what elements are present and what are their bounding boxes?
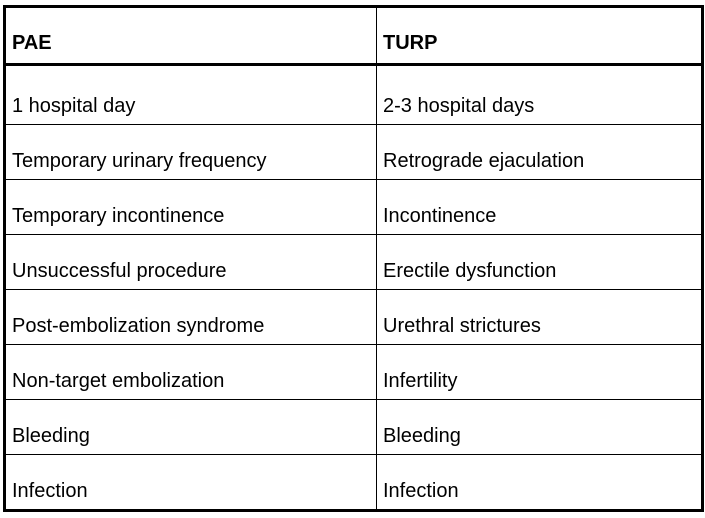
- table-cell: 1 hospital day: [4, 64, 377, 125]
- table-cell: Infection: [4, 454, 377, 511]
- table-cell: Temporary urinary frequency: [4, 124, 377, 180]
- table-cell: Temporary incontinence: [4, 179, 377, 235]
- table-row: Infection Infection: [4, 454, 703, 511]
- comparison-table: PAE TURP 1 hospital day 2-3 hospital days T…: [3, 5, 704, 512]
- table-cell: 2-3 hospital days: [376, 64, 703, 125]
- table-row: Unsuccessful procedure Erectile dysfuncti…: [4, 234, 703, 290]
- table-cell: Retrograde ejaculation: [376, 124, 703, 180]
- table-row: Temporary incontinence Incontinence: [4, 179, 703, 235]
- table-cell: Infection: [376, 454, 703, 511]
- table-row: Non-target embolization Infertility: [4, 344, 703, 400]
- table-row: Bleeding Bleeding: [4, 399, 703, 455]
- table-cell: Infertility: [376, 344, 703, 400]
- table-row: Post-embolization syndrome Urethral stric…: [4, 289, 703, 345]
- column-header: PAE: [4, 6, 377, 66]
- table-cell: Unsuccessful procedure: [4, 234, 377, 290]
- table-cell: Urethral strictures: [376, 289, 703, 345]
- table-cell: Bleeding: [4, 399, 377, 455]
- column-header: TURP: [376, 6, 703, 66]
- table-cell: Bleeding: [376, 399, 703, 455]
- table-cell: Erectile dysfunction: [376, 234, 703, 290]
- table-row: 1 hospital day 2-3 hospital days: [4, 64, 703, 125]
- table-header: PAE TURP: [4, 6, 703, 66]
- table-cell: Non-target embolization: [4, 344, 377, 400]
- table-cell: Post-embolization syndrome: [4, 289, 377, 345]
- table-cell: Incontinence: [376, 179, 703, 235]
- header-row: PAE TURP: [4, 6, 703, 66]
- table-row: Temporary urinary frequency Retrograde ej…: [4, 124, 703, 180]
- table-body: 1 hospital day 2-3 hospital days Temporary…: [4, 64, 703, 511]
